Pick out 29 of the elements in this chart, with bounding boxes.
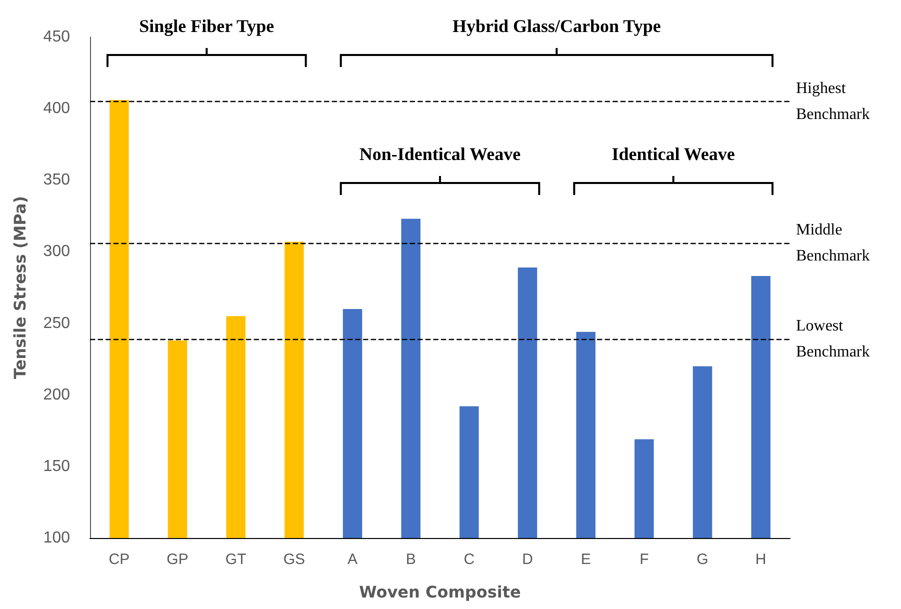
ref-line-label: Middle Benchmark: [796, 222, 870, 265]
x-tick-label: D: [522, 551, 534, 568]
x-tick-label: C: [464, 551, 475, 568]
text: Single Fiber Type: [139, 16, 274, 36]
x-tick-label: A: [347, 551, 358, 568]
x-tick-label: H: [755, 551, 766, 568]
text: Hybrid Glass/Carbon Type: [452, 16, 661, 36]
x-tick-label: GS: [283, 551, 306, 568]
y-tick-label: 100: [43, 530, 70, 546]
x-tick-label: GT: [225, 551, 246, 568]
x-axis-title: Woven Composite: [359, 582, 521, 602]
y-axis-title: Tensile Stress (MPa): [10, 196, 30, 380]
x-tick-label: F: [640, 551, 649, 568]
y-tick-label: 350: [43, 172, 70, 189]
annotation: Non-Identical Weave: [359, 144, 521, 164]
x-tick-label: CP: [108, 551, 130, 568]
x-tick-label: GP: [166, 551, 188, 568]
ref-line-label: Highest Benchmark: [796, 80, 870, 123]
x-tick-label: B: [406, 551, 416, 568]
y-tick-label: 250: [43, 314, 70, 332]
y-tick-label: 200: [43, 386, 70, 404]
y-tick-label: 150: [43, 458, 70, 475]
y-tick-label: 450: [43, 28, 70, 46]
y-tick-label: 300: [43, 243, 70, 260]
y-tick-label: 400: [43, 100, 70, 118]
x-tick-label: E: [580, 551, 591, 568]
annotation: Identical Weave: [612, 144, 735, 164]
ref-line-label: Lowest Benchmark: [796, 318, 870, 361]
x-tick-label: G: [696, 551, 708, 568]
